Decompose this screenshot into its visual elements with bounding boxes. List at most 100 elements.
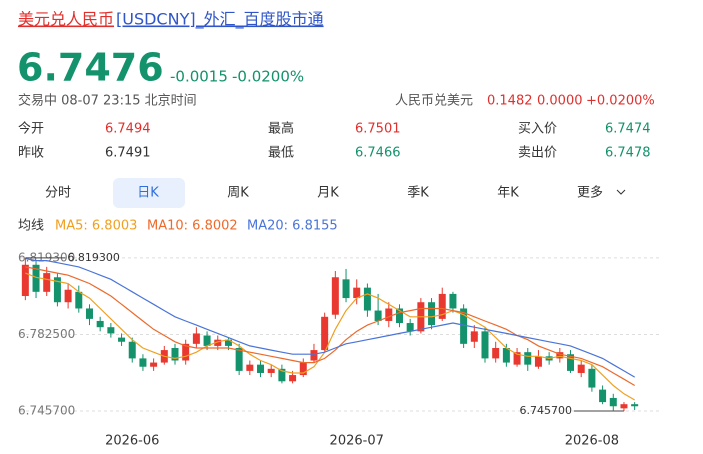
candle-body bbox=[534, 356, 542, 367]
stat-label: 今开 bbox=[18, 121, 44, 137]
candle-body bbox=[182, 343, 190, 361]
active-tab-bg bbox=[113, 178, 185, 208]
tab[interactable]: 日K bbox=[137, 186, 159, 201]
candle-body bbox=[470, 331, 478, 342]
more-arrow bbox=[616, 189, 626, 195]
candle-body bbox=[406, 323, 414, 332]
status: 交易中 08-07 23:15 北京时间 bbox=[18, 93, 197, 109]
candle-body bbox=[21, 264, 29, 296]
candle-body bbox=[353, 287, 361, 299]
stat-label: 卖出价 bbox=[518, 146, 557, 161]
candle-body bbox=[502, 348, 510, 363]
candle-body bbox=[267, 368, 275, 373]
candle-body bbox=[224, 339, 232, 346]
candle-body bbox=[524, 352, 532, 365]
stat-value: 6.7478 bbox=[605, 146, 651, 161]
candle-body bbox=[395, 308, 403, 324]
candle-body bbox=[556, 352, 564, 359]
candle-body bbox=[85, 308, 93, 319]
candle-body bbox=[192, 333, 200, 344]
change: -0.0015 bbox=[170, 68, 228, 86]
candle-body bbox=[203, 335, 211, 346]
tab[interactable]: 周K bbox=[227, 186, 249, 201]
ma-line bbox=[25, 266, 636, 387]
candle-body bbox=[299, 362, 307, 376]
candle-body bbox=[438, 293, 446, 319]
candle-body bbox=[75, 291, 83, 309]
candle-body bbox=[310, 350, 318, 361]
candle-body bbox=[631, 404, 639, 407]
stat-label: 昨收 bbox=[18, 146, 44, 161]
tab[interactable]: 年K bbox=[497, 186, 519, 201]
candle-body bbox=[481, 331, 489, 359]
cross-label: 人民币兑美元 bbox=[395, 94, 473, 109]
y-tick-label: 6.782500 bbox=[18, 327, 75, 341]
candle-body bbox=[107, 327, 115, 334]
candle-body bbox=[567, 354, 575, 371]
candle-body bbox=[449, 293, 457, 309]
candle-body bbox=[150, 362, 158, 367]
candle-body bbox=[64, 289, 72, 303]
stat-label: 买入价 bbox=[518, 122, 557, 137]
candle-body bbox=[331, 277, 339, 315]
tab[interactable]: 分时 bbox=[45, 186, 71, 201]
title-rest[interactable]: [USDCNY]_外汇_百度股市通 bbox=[116, 10, 324, 30]
cross-change: 0.0000 bbox=[537, 94, 583, 109]
candle-body bbox=[492, 348, 500, 359]
candle-body bbox=[246, 364, 254, 371]
x-tick-label: 2026-08 bbox=[565, 434, 619, 449]
ma-line bbox=[25, 257, 636, 378]
candle-body bbox=[342, 279, 350, 299]
candle-body bbox=[53, 277, 61, 303]
candle-body bbox=[32, 264, 40, 292]
candle-body bbox=[428, 302, 436, 326]
legend-entry: MA10: 6.8002 bbox=[147, 219, 238, 234]
candle-body bbox=[588, 368, 596, 388]
legend-title: 均线 bbox=[18, 219, 44, 234]
cross-change-pct: +0.0200% bbox=[586, 94, 655, 109]
candle-body bbox=[278, 368, 286, 382]
stat-value: 6.7474 bbox=[605, 122, 651, 137]
candle-body bbox=[460, 308, 468, 344]
candle-body bbox=[118, 337, 126, 342]
candle-body bbox=[363, 287, 371, 311]
candle-body bbox=[235, 348, 243, 371]
stat-value: 6.7501 bbox=[355, 122, 401, 137]
annotation-label: 6.819300 bbox=[67, 251, 120, 264]
x-tick-label: 2026-06 bbox=[105, 434, 159, 449]
cross-price: 0.1482 bbox=[487, 94, 533, 109]
y-tick-label: 6.745700 bbox=[18, 404, 75, 418]
candle-body bbox=[171, 348, 179, 361]
candle-body bbox=[513, 352, 521, 365]
price: 6.7476 bbox=[17, 46, 164, 90]
x-tick-label: 2026-07 bbox=[330, 434, 384, 449]
stat-label: 最低 bbox=[268, 146, 294, 161]
candle-body bbox=[321, 316, 329, 351]
stat-label: 最高 bbox=[268, 121, 294, 137]
candle-body bbox=[599, 389, 607, 403]
candle-body bbox=[289, 375, 297, 382]
candle-body bbox=[577, 364, 585, 373]
tab[interactable]: 更多 bbox=[577, 185, 603, 201]
candle-body bbox=[128, 341, 136, 359]
change-pct: -0.0200% bbox=[232, 68, 304, 86]
ma-line bbox=[25, 272, 636, 401]
tab[interactable]: 月K bbox=[317, 186, 339, 201]
candle-body bbox=[620, 404, 628, 409]
stat-value: 6.7491 bbox=[105, 146, 151, 161]
legend-entry: MA20: 6.8155 bbox=[247, 219, 338, 234]
stat-value: 6.7494 bbox=[105, 122, 151, 137]
annotation-label: 6.745700 bbox=[519, 404, 572, 417]
tab[interactable]: 季K bbox=[407, 186, 429, 201]
candle-body bbox=[609, 397, 617, 407]
candle-body bbox=[43, 273, 51, 292]
candle-body bbox=[385, 308, 393, 321]
candle-body bbox=[214, 339, 222, 346]
title-name[interactable]: 美元兑人民币 bbox=[18, 10, 114, 29]
stat-value: 6.7466 bbox=[355, 146, 401, 161]
candle-body bbox=[257, 364, 265, 373]
legend-entry: MA5: 6.8003 bbox=[55, 219, 137, 234]
candle-body bbox=[139, 358, 147, 367]
